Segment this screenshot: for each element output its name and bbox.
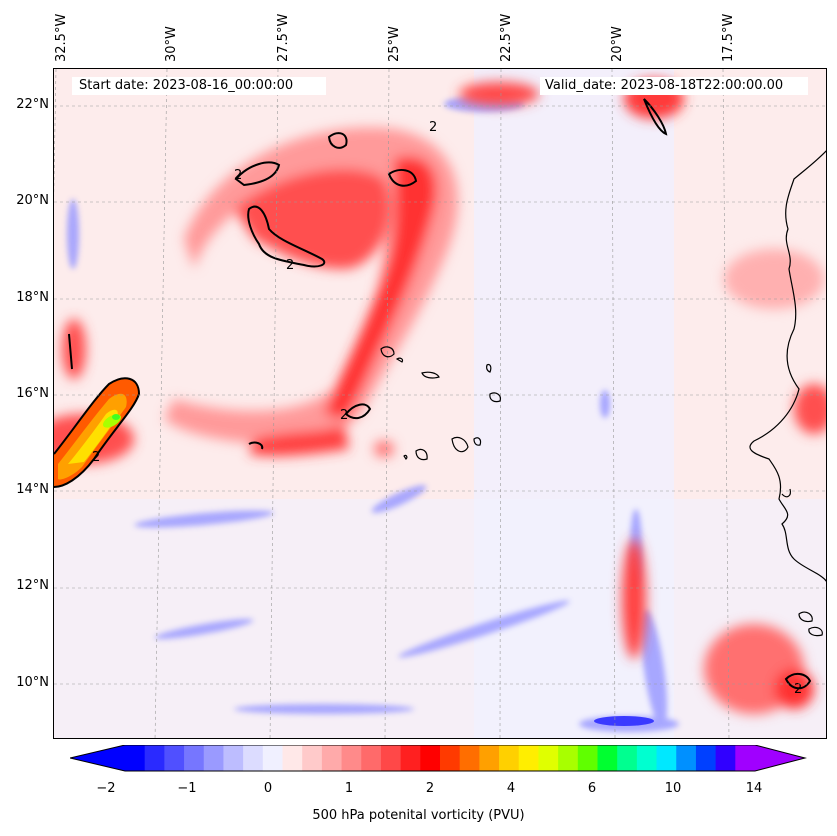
colorbar-tick: 6 — [587, 781, 597, 796]
lat-tick-12: 12°N — [16, 578, 49, 593]
colorbar — [70, 745, 807, 772]
map-panel: 2 2 2 2 2 2 — [53, 68, 827, 739]
lon-tick-32-5: 32.5°W — [54, 13, 69, 62]
strong-negative-pv — [594, 716, 654, 726]
valid-date-label: Valid_date: 2023-08-18T22:00:00.00 — [540, 77, 808, 95]
colorbar-segment — [676, 745, 697, 771]
lat-tick-20: 20°N — [16, 193, 49, 208]
colorbar-segment — [538, 745, 559, 771]
colorbar-segment — [715, 745, 736, 771]
contour-labels: 2 2 2 2 2 2 — [92, 120, 802, 697]
colorbar-segment — [518, 745, 539, 771]
lat-tick-22: 22°N — [16, 97, 49, 112]
lon-tick-27-5: 27.5°W — [276, 13, 291, 62]
colorbar-segment — [459, 745, 480, 771]
positive-pv-arc — [54, 79, 826, 714]
colorbar-segment — [617, 745, 638, 771]
colorbar-segment — [420, 745, 441, 771]
colorbar-segment — [400, 745, 421, 771]
lon-tick-20: 20°W — [610, 26, 625, 62]
lon-tick-17-5: 17.5°W — [721, 13, 736, 62]
colorbar-segment — [695, 745, 717, 771]
contour-label: 2 — [286, 258, 294, 273]
lon-tick-22-5: 22.5°W — [499, 13, 514, 62]
colorbar-outline — [70, 745, 807, 772]
colorbar-segment — [499, 745, 520, 771]
colorbar-segment — [361, 745, 382, 771]
colorbar-segment — [164, 745, 185, 771]
lon-tick-30: 30°W — [164, 26, 179, 62]
colorbar-segment — [184, 745, 205, 771]
contour-label: 2 — [794, 682, 802, 697]
pv-2-contours — [54, 98, 812, 690]
colorbar-tick: 1 — [344, 781, 354, 796]
colorbar-tick: −1 — [177, 781, 197, 796]
colorbar-segment — [282, 745, 303, 771]
lat-tick-18: 18°N — [16, 290, 49, 305]
colorbar-segment — [302, 745, 323, 771]
colorbar-segment — [341, 745, 362, 771]
colorbar-tick: 14 — [745, 781, 763, 796]
colorbar-segment — [144, 745, 165, 771]
colorbar-tick: 4 — [506, 781, 516, 796]
contour-label: 2 — [340, 408, 348, 423]
contour-label: 2 — [92, 450, 100, 465]
colorbar-segment — [203, 745, 224, 771]
colorbar-segment — [597, 745, 618, 771]
graticule — [54, 69, 826, 738]
colorbar-extend-min — [70, 745, 125, 771]
colorbar-segment — [656, 745, 677, 771]
contour-label: 2 — [234, 168, 242, 183]
lat-tick-16: 16°N — [16, 386, 49, 401]
colorbar-segment — [223, 745, 244, 771]
contour-label: 2 — [429, 120, 437, 135]
colorbar-segment — [636, 745, 658, 771]
colorbar-segment — [558, 745, 579, 771]
colorbar-segment — [479, 745, 500, 771]
lat-tick-10: 10°N — [16, 675, 49, 690]
coastlines — [380, 150, 826, 637]
colorbar-tick: 0 — [263, 781, 273, 796]
lon-tick-25: 25°W — [387, 26, 402, 62]
start-date-label: Start date: 2023-08-16_00:00:00 — [72, 77, 326, 95]
colorbar-segment — [577, 745, 598, 771]
colorbar-segment — [262, 745, 283, 771]
colorbar-segment — [735, 745, 756, 771]
colorbar-segment — [380, 745, 402, 771]
colorbar-segment — [321, 745, 343, 771]
colorbar-tick: 10 — [664, 781, 682, 796]
colorbar-segment — [440, 745, 461, 771]
colorbar-label: 500 hPa potenital vorticity (PVU) — [312, 808, 525, 823]
lat-tick-14: 14°N — [16, 482, 49, 497]
colorbar-extend-max — [755, 745, 805, 771]
high-pv-core — [54, 378, 139, 487]
colorbar-segment — [125, 745, 146, 771]
pv-field-map: 2 2 2 2 2 2 — [54, 69, 826, 738]
colorbar-tick: −2 — [96, 781, 116, 796]
colorbar-segment — [243, 745, 264, 771]
low-pv-region-south — [54, 499, 826, 738]
colorbar-tick: 2 — [425, 781, 435, 796]
